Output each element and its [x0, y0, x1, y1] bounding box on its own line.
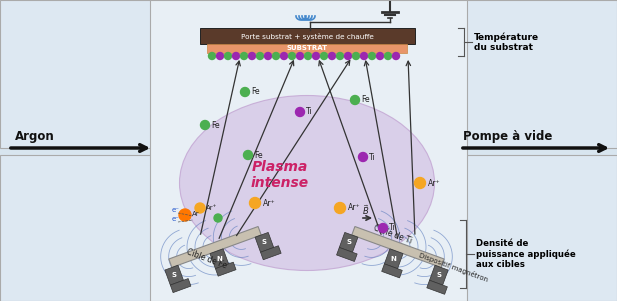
Circle shape — [352, 52, 360, 60]
Circle shape — [392, 52, 399, 60]
Polygon shape — [384, 249, 403, 269]
Text: S: S — [436, 272, 441, 278]
Text: Ti: Ti — [389, 224, 395, 232]
Circle shape — [179, 209, 191, 221]
Bar — [0, 0, 160, 148]
Circle shape — [297, 52, 304, 60]
Text: Ar⁺: Ar⁺ — [263, 198, 276, 207]
Text: Ar⁺: Ar⁺ — [348, 203, 360, 213]
Circle shape — [376, 52, 384, 60]
Text: Plasma
intense: Plasma intense — [251, 160, 309, 190]
Circle shape — [257, 52, 263, 60]
Circle shape — [328, 52, 336, 60]
Text: Ar⁺: Ar⁺ — [206, 205, 217, 211]
Circle shape — [368, 52, 376, 60]
Circle shape — [296, 107, 305, 116]
Text: Cible de Ti: Cible de Ti — [373, 224, 413, 246]
Circle shape — [289, 52, 296, 60]
Text: S: S — [262, 239, 267, 245]
Text: S: S — [172, 272, 176, 278]
Text: Fe: Fe — [254, 150, 263, 160]
Text: Fe: Fe — [361, 95, 370, 104]
Polygon shape — [255, 232, 274, 252]
Circle shape — [320, 52, 328, 60]
Text: Pompe à vide: Pompe à vide — [463, 130, 552, 143]
Circle shape — [195, 203, 205, 213]
Text: Porte substrat + système de chauffe: Porte substrat + système de chauffe — [241, 33, 373, 39]
Polygon shape — [210, 249, 228, 269]
Circle shape — [350, 95, 360, 104]
Text: Ti: Ti — [369, 153, 376, 162]
Text: Ar: Ar — [192, 211, 200, 217]
Circle shape — [312, 52, 320, 60]
Text: Fe: Fe — [211, 120, 220, 129]
Circle shape — [241, 52, 247, 60]
Polygon shape — [260, 246, 281, 260]
Circle shape — [249, 52, 255, 60]
Text: $\vec{B}$: $\vec{B}$ — [362, 203, 369, 217]
Text: Argon: Argon — [15, 130, 55, 143]
Circle shape — [360, 52, 368, 60]
Text: N: N — [217, 256, 222, 262]
Circle shape — [415, 178, 426, 188]
Bar — [457, 0, 617, 148]
Text: Fe: Fe — [251, 88, 260, 97]
Circle shape — [378, 224, 387, 232]
Text: N: N — [391, 256, 397, 262]
Circle shape — [273, 52, 280, 60]
Polygon shape — [165, 265, 183, 285]
Text: S: S — [346, 239, 351, 245]
Circle shape — [384, 52, 392, 60]
Circle shape — [201, 120, 210, 129]
Polygon shape — [215, 262, 236, 276]
Polygon shape — [352, 227, 444, 268]
Circle shape — [214, 214, 222, 222]
Circle shape — [281, 52, 288, 60]
Ellipse shape — [180, 95, 434, 271]
Circle shape — [344, 52, 352, 60]
Circle shape — [305, 52, 312, 60]
Text: e⁻: e⁻ — [172, 207, 180, 213]
Text: Température
du substrat: Température du substrat — [474, 32, 539, 52]
Polygon shape — [169, 227, 261, 268]
Text: Cible de Fe: Cible de Fe — [186, 247, 228, 270]
Circle shape — [336, 52, 344, 60]
Circle shape — [225, 52, 231, 60]
Bar — [457, 155, 617, 301]
Circle shape — [244, 150, 252, 160]
Text: Dispositif magnétron: Dispositif magnétron — [418, 251, 489, 283]
Circle shape — [233, 52, 239, 60]
Text: Ar⁺: Ar⁺ — [428, 178, 441, 188]
Polygon shape — [382, 264, 402, 278]
Bar — [150, 0, 467, 301]
Circle shape — [217, 52, 223, 60]
Polygon shape — [336, 247, 357, 262]
Circle shape — [334, 203, 346, 213]
Circle shape — [249, 197, 260, 209]
Bar — [207, 44, 407, 53]
Polygon shape — [429, 265, 448, 285]
Text: Densité de
puissance appliquée
aux cibles: Densité de puissance appliquée aux cible… — [476, 239, 576, 269]
Text: SUBSTRAT: SUBSTRAT — [286, 45, 328, 51]
Polygon shape — [427, 280, 447, 294]
Text: e⁻: e⁻ — [172, 216, 180, 222]
Polygon shape — [170, 279, 191, 293]
Polygon shape — [339, 232, 358, 252]
Circle shape — [358, 153, 368, 162]
Circle shape — [265, 52, 271, 60]
Bar — [200, 28, 415, 44]
Circle shape — [241, 88, 249, 97]
Text: Ti: Ti — [306, 107, 313, 116]
Bar — [0, 155, 160, 301]
Circle shape — [209, 52, 215, 60]
